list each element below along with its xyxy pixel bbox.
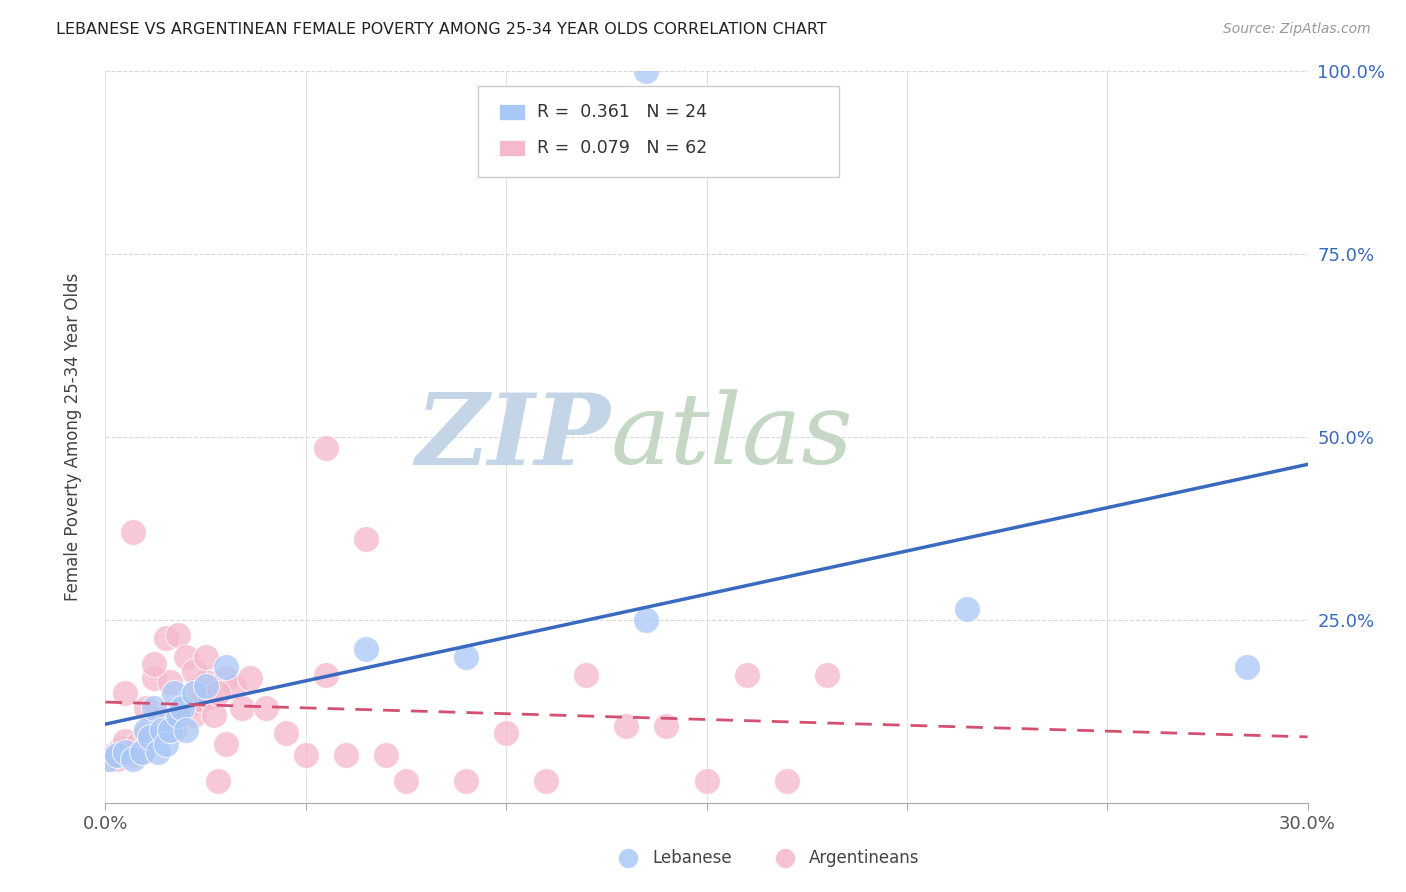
Point xyxy=(166,708,188,723)
Point xyxy=(150,723,173,737)
FancyBboxPatch shape xyxy=(499,140,524,156)
Point xyxy=(183,708,205,723)
Point xyxy=(166,705,188,719)
Point xyxy=(110,740,132,755)
Point xyxy=(395,773,418,788)
Point xyxy=(135,726,157,740)
Point xyxy=(135,700,157,714)
Point xyxy=(254,700,277,714)
Point xyxy=(166,627,188,641)
Point xyxy=(127,737,149,751)
Point xyxy=(815,667,838,681)
Point xyxy=(107,752,129,766)
Text: ZIP: ZIP xyxy=(415,389,610,485)
Point xyxy=(295,748,318,763)
Point xyxy=(162,686,184,700)
Point xyxy=(354,533,377,547)
Point xyxy=(374,748,398,763)
Point xyxy=(155,632,177,646)
Point xyxy=(138,730,160,744)
Point xyxy=(214,672,236,686)
Point xyxy=(575,667,598,681)
Text: Lebanese: Lebanese xyxy=(652,848,733,867)
Text: LEBANESE VS ARGENTINEAN FEMALE POVERTY AMONG 25-34 YEAR OLDS CORRELATION CHART: LEBANESE VS ARGENTINEAN FEMALE POVERTY A… xyxy=(56,22,827,37)
Point xyxy=(194,649,217,664)
Point xyxy=(335,748,357,763)
Point xyxy=(114,745,136,759)
Point xyxy=(187,682,209,697)
Point xyxy=(274,726,297,740)
Point xyxy=(636,613,658,627)
Point xyxy=(222,679,245,693)
Point xyxy=(122,748,145,763)
Point xyxy=(190,693,212,707)
Point xyxy=(142,672,165,686)
Point xyxy=(655,719,678,733)
Point xyxy=(735,667,758,681)
Point xyxy=(142,657,165,671)
Point xyxy=(194,675,217,690)
Text: Source: ZipAtlas.com: Source: ZipAtlas.com xyxy=(1223,22,1371,37)
Point xyxy=(207,686,229,700)
Point xyxy=(696,773,718,788)
Point xyxy=(183,686,205,700)
Point xyxy=(616,719,638,733)
Point xyxy=(179,697,201,711)
Point xyxy=(107,748,129,763)
Text: Argentineans: Argentineans xyxy=(808,848,920,867)
Point xyxy=(98,752,121,766)
Point xyxy=(114,686,136,700)
Point xyxy=(138,730,160,744)
Point xyxy=(146,745,169,759)
Point xyxy=(155,737,177,751)
Y-axis label: Female Poverty Among 25-34 Year Olds: Female Poverty Among 25-34 Year Olds xyxy=(63,273,82,601)
Point xyxy=(142,700,165,714)
Text: R =  0.079   N = 62: R = 0.079 N = 62 xyxy=(537,139,707,157)
Point xyxy=(214,660,236,674)
Point xyxy=(118,745,141,759)
Point xyxy=(146,723,169,737)
Point xyxy=(198,690,221,704)
Point xyxy=(194,679,217,693)
Point xyxy=(956,602,979,616)
Point xyxy=(159,675,181,690)
Point xyxy=(170,700,193,714)
Point xyxy=(131,745,153,759)
Point xyxy=(170,700,193,714)
Point xyxy=(239,672,262,686)
Point xyxy=(159,723,181,737)
Point xyxy=(122,752,145,766)
Point xyxy=(315,441,337,455)
Point xyxy=(1236,660,1258,674)
Point xyxy=(122,525,145,540)
Point xyxy=(155,719,177,733)
Point xyxy=(202,708,225,723)
Point xyxy=(454,773,477,788)
Point xyxy=(103,748,125,763)
Point xyxy=(114,733,136,747)
Point xyxy=(776,773,799,788)
Point xyxy=(214,737,236,751)
Point xyxy=(495,726,517,740)
Point xyxy=(183,664,205,678)
Point xyxy=(174,723,197,737)
Point xyxy=(174,697,197,711)
Point xyxy=(135,723,157,737)
Text: atlas: atlas xyxy=(610,390,853,484)
Point xyxy=(534,773,557,788)
Point xyxy=(354,642,377,657)
Text: R =  0.361   N = 24: R = 0.361 N = 24 xyxy=(537,103,707,120)
FancyBboxPatch shape xyxy=(499,103,524,120)
Point xyxy=(315,667,337,681)
Point xyxy=(636,64,658,78)
FancyBboxPatch shape xyxy=(478,86,839,178)
Point xyxy=(131,745,153,759)
Point xyxy=(162,723,184,737)
Point xyxy=(174,649,197,664)
Point xyxy=(454,649,477,664)
Point xyxy=(207,773,229,788)
Point xyxy=(98,752,121,766)
Point xyxy=(150,712,173,726)
Point xyxy=(231,700,253,714)
